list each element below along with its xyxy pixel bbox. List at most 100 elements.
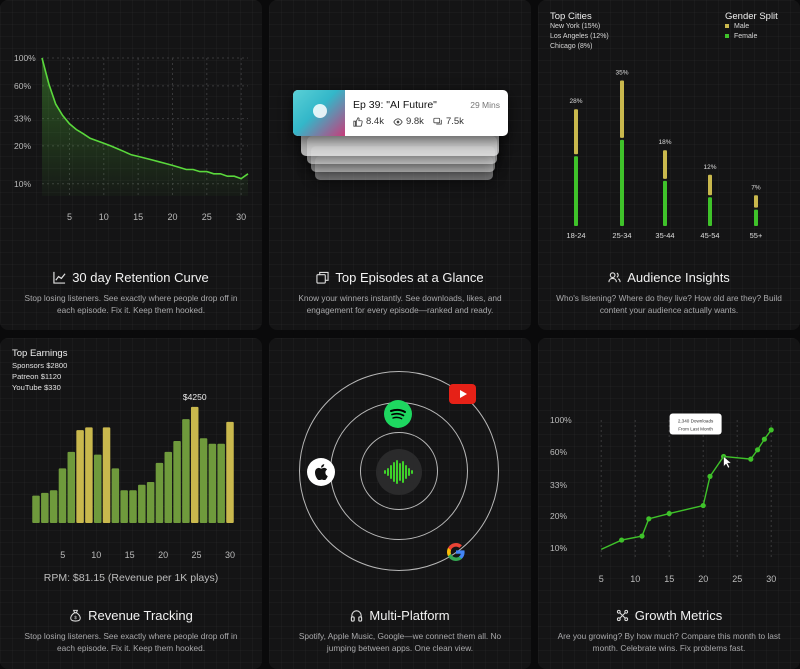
growth-title-row: Growth Metrics [538, 608, 800, 623]
episode-comments-value: 7.5k [445, 116, 464, 127]
google-logo [447, 543, 465, 561]
retention-title: 30 day Retention Curve [72, 270, 209, 285]
bar-female [754, 209, 758, 226]
city-item: Los Angeles (12%) [550, 33, 609, 40]
legend-swatch-male [725, 24, 729, 29]
episode-title: Ep 39: "AI Future" [353, 99, 437, 111]
revenue-title: Revenue Tracking [88, 608, 193, 623]
episode-views-value: 9.8k [405, 116, 424, 127]
earnings-item: Sponsors $2800 [12, 361, 68, 370]
growth-chart: 100% 60% 33% 20% 10% 5 10 15 20 25 30 2,340 Downloa… [550, 413, 776, 584]
thumbs-up-icon [353, 116, 363, 127]
revenue-bar [85, 427, 93, 523]
revenue-card[interactable]: Top Earnings Sponsors $2800 Patreon $112… [0, 338, 262, 669]
y-tick-label: 33% [550, 480, 567, 490]
inner-orbit-ring [360, 432, 438, 510]
revenue-bar [129, 490, 137, 523]
revenue-bar [76, 430, 84, 523]
x-tick-label: 25 [192, 550, 202, 560]
y-tick-label: 20% [550, 511, 567, 521]
earnings-item: Patreon $1120 [12, 372, 62, 381]
apple-icon[interactable] [307, 458, 335, 486]
tooltip-line: From Last Month [678, 426, 713, 431]
revenue-bar [226, 421, 234, 523]
revenue-bar [190, 406, 199, 523]
earnings-heading: Top Earnings [12, 348, 68, 359]
money-bag-icon: $ [70, 609, 81, 622]
retention-chart: 5 10 15 20 25 30 100% 60% 33% 20% 10% [14, 53, 249, 222]
platform-title-row: Multi-Platform [269, 608, 531, 623]
peak-annotation: $4250 [183, 392, 207, 402]
retention-description: Stop losing listeners. See exactly where… [24, 293, 238, 315]
x-tick-label: 25 [732, 574, 742, 584]
cities-heading: Top Cities [550, 11, 592, 22]
growth-point [700, 502, 706, 509]
platform-card[interactable]: Multi-Platform Spotify, Apple Music, Goo… [269, 338, 531, 669]
growth-point [707, 473, 713, 479]
revenue-bar [208, 443, 217, 523]
episodes-card[interactable]: Ep 39: "AI Future" 29 Mins 8.4k 9.8k 7.5… [269, 0, 531, 330]
bar-male [663, 150, 667, 179]
spotify-waves [390, 408, 406, 420]
legend-female: Female [725, 33, 757, 40]
episode-views: 9.8k [393, 116, 424, 127]
episodes-title: Top Episodes at a Glance [335, 270, 484, 285]
revenue-description: Stop losing listeners. See exactly where… [24, 631, 238, 653]
x-tick-label: 55+ [750, 231, 763, 240]
x-tick-label: 30 [225, 550, 235, 560]
revenue-bar [146, 482, 155, 523]
platform-title: Multi-Platform [369, 608, 450, 623]
revenue-bar [217, 443, 225, 523]
youtube-icon[interactable] [449, 384, 476, 404]
bar-female [663, 180, 667, 226]
growth-point [761, 436, 767, 442]
x-tick-label: 18-24 [566, 231, 585, 240]
revenue-bar [41, 492, 49, 523]
x-tick-label: 10 [99, 212, 109, 222]
x-tick-label: 20 [158, 550, 168, 560]
svg-text:$: $ [74, 615, 77, 620]
top-episode-card[interactable]: Ep 39: "AI Future" 29 Mins 8.4k 9.8k 7.5… [293, 90, 508, 136]
audience-card[interactable]: Top Cities New York (15%) Los Angeles (1… [538, 0, 800, 330]
y-tick-label: 100% [550, 415, 572, 425]
growth-point [748, 456, 754, 462]
x-tick-label: 5 [60, 550, 65, 560]
audio-waveform-center [376, 449, 422, 495]
episode-likes: 8.4k [353, 116, 384, 127]
bar-female [708, 197, 712, 226]
growth-line [600, 429, 772, 551]
audience-description: Who's listening? Where do they live? How… [556, 293, 782, 315]
eye-icon [393, 117, 403, 126]
y-tick-label: 100% [14, 53, 36, 63]
legend-swatch-female [725, 34, 729, 39]
bar-data-label: 35% [615, 70, 628, 77]
y-tick-label: 60% [550, 447, 567, 457]
y-tick-label: 20% [14, 141, 31, 151]
x-tick-label: 25-34 [612, 231, 631, 240]
stack-icon [316, 271, 330, 284]
spotify-icon[interactable] [384, 400, 412, 428]
y-tick-label: 10% [550, 543, 567, 553]
growth-card[interactable]: 100% 60% 33% 20% 10% 5 10 15 20 25 30 2,340 Downloa… [538, 338, 800, 669]
revenue-bar [49, 490, 58, 523]
revenue-bar [120, 490, 128, 523]
bar-male [754, 195, 758, 208]
retention-card[interactable]: 5 10 15 20 25 30 100% 60% 33% 20% 10% 30 day Reten… [0, 0, 262, 330]
bar-male [574, 109, 578, 155]
x-tick-label: 15 [125, 550, 135, 560]
x-tick-label: 10 [630, 574, 640, 584]
google-icon[interactable] [444, 540, 468, 564]
outer-orbit-ring [299, 371, 499, 571]
legend-male: Male [725, 23, 749, 30]
platform-description: Spotify, Apple Music, Google—we connect … [298, 631, 502, 653]
bar-data-label: 28% [569, 98, 582, 105]
bar-female [574, 156, 578, 226]
episodes-description: Know your winners instantly. See downloa… [298, 293, 502, 315]
growth-title: Growth Metrics [634, 608, 723, 623]
age-distribution-chart: 28% 18-24 35% 25-34 18% 35-44 12% 45-54 7% 55+ [566, 70, 763, 241]
x-tick-label: 20 [167, 212, 177, 222]
bar-data-label: 18% [658, 139, 671, 146]
play-icon [459, 390, 467, 398]
waveform-icon [384, 460, 413, 484]
legend-label-male: Male [734, 23, 750, 30]
